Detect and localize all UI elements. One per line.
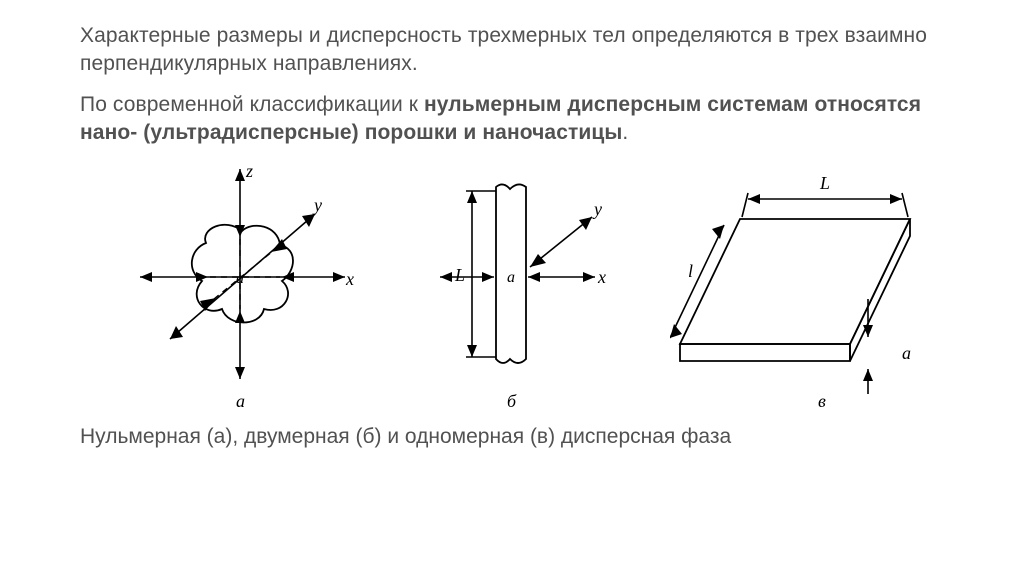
figure-c-a-label: a	[902, 343, 911, 363]
paragraph-2-plain: По современной классификации к	[80, 93, 424, 116]
paragraph-1: Характерные размеры и дисперсность трехм…	[80, 22, 954, 79]
axis-z-label: z	[245, 161, 253, 181]
figure-a-bottom-label: а	[236, 391, 245, 411]
paragraph-2: По современной классификации к нульмерны…	[80, 91, 954, 148]
figure-a-svg: z x y a а	[110, 159, 370, 419]
figure-c-bottom-label: в	[818, 391, 826, 411]
figure-a: z x y a а	[110, 159, 370, 419]
figure-c-svg: L l a	[670, 159, 950, 419]
figure-b-y-label: y	[592, 199, 602, 219]
figure-b-L-label: L	[454, 265, 465, 285]
figure-c: L l a	[670, 159, 950, 419]
paragraph-2-end: .	[622, 121, 628, 144]
axis-y-label: y	[312, 195, 322, 215]
figure-a-center-label: a	[236, 270, 244, 287]
figure-b-svg: L x	[400, 159, 640, 419]
figure-b-x-label: x	[597, 267, 606, 287]
figure-b-bottom-label: б	[507, 391, 517, 411]
figure-b-center-label: a	[507, 269, 515, 286]
figure-c-L-label: L	[819, 173, 830, 193]
figures-row: z x y a а L	[80, 159, 950, 419]
figure-caption: Нульмерная (а), двумерная (б) и одномерн…	[80, 423, 954, 451]
axis-x-label: x	[345, 269, 354, 289]
figure-b: L x	[400, 159, 640, 419]
page: Характерные размеры и дисперсность трехм…	[0, 0, 1024, 452]
figure-c-l-label: l	[688, 261, 693, 281]
